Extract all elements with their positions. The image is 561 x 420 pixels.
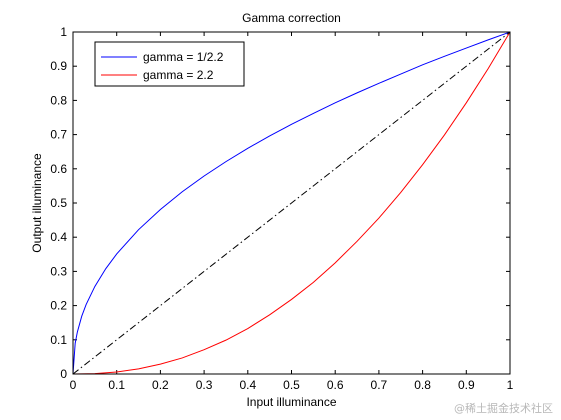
legend: gamma = 1/2.2 gamma = 2.2: [94, 41, 245, 87]
watermark: @稀土掘金技术社区: [454, 402, 553, 415]
y-tick-label: 0: [60, 367, 67, 381]
y-tick-label: 1: [60, 25, 67, 39]
series-line-gamma-inverse: [72, 31, 511, 375]
series-line-identity: [72, 31, 511, 375]
x-tick-label: 0.2: [152, 378, 169, 392]
x-tick-label: 0.1: [108, 378, 125, 392]
y-tick-label: 0.3: [50, 264, 67, 278]
y-tick-label: 0.1: [50, 333, 67, 347]
x-tick-label: 0.9: [458, 378, 475, 392]
series-line-gamma: [72, 31, 511, 375]
y-tick-label: 0.8: [50, 93, 67, 107]
y-tick-label: 0.9: [50, 59, 67, 73]
legend-label-gamma: gamma = 2.2: [143, 68, 214, 82]
x-tick-label: 1: [507, 378, 514, 392]
x-tick-label: 0: [70, 378, 77, 392]
series-layer: [72, 31, 511, 375]
y-tick-label: 0.6: [50, 162, 67, 176]
x-tick-label: 0.4: [239, 378, 256, 392]
y-tick-label: 0.7: [50, 128, 67, 142]
y-tick-label: 0.2: [50, 299, 67, 313]
x-tick-label: 0.8: [414, 378, 431, 392]
x-axis-label: Input illuminance: [246, 395, 336, 409]
y-tick-label: 0.5: [50, 196, 67, 210]
legend-box: [94, 41, 245, 87]
chart-title: Gamma correction: [242, 11, 341, 25]
axis-ticks: 0 0.1 0.2 0.3 0.4 0.5 0.6 0.7 0.8 0.9 1 0 0.1 0.2 0.3 0…: [50, 25, 513, 392]
y-tick-label: 0.4: [50, 230, 67, 244]
x-tick-label: 0.5: [283, 378, 300, 392]
x-tick-label: 0.7: [371, 378, 388, 392]
x-tick-label: 0.3: [196, 378, 213, 392]
x-tick-label: 0.6: [327, 378, 344, 392]
legend-label-gamma-inverse: gamma = 1/2.2: [143, 50, 224, 64]
plot-frame: [72, 31, 511, 375]
y-axis-label: Output illuminance: [30, 153, 44, 253]
